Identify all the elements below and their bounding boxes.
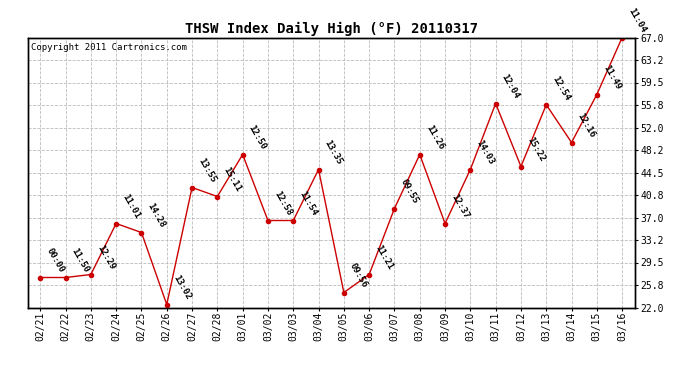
Text: Copyright 2011 Cartronics.com: Copyright 2011 Cartronics.com [30,43,186,52]
Text: 14:28: 14:28 [146,202,167,230]
Text: 09:55: 09:55 [399,178,420,206]
Text: 13:02: 13:02 [171,274,192,302]
Title: THSW Index Daily High (°F) 20110317: THSW Index Daily High (°F) 20110317 [185,22,477,36]
Text: 12:54: 12:54 [551,74,571,102]
Text: 11:04: 11:04 [627,7,647,35]
Text: 14:03: 14:03 [475,139,495,167]
Text: 11:49: 11:49 [601,64,622,92]
Text: 12:29: 12:29 [95,244,116,272]
Text: 09:56: 09:56 [348,262,369,290]
Text: 12:04: 12:04 [500,73,521,101]
Text: 13:35: 13:35 [323,139,344,167]
Text: 11:50: 11:50 [70,247,91,275]
Text: 11:54: 11:54 [297,190,319,218]
Text: 13:55: 13:55 [196,157,217,185]
Text: 12:50: 12:50 [247,124,268,152]
Text: 12:16: 12:16 [575,112,597,140]
Text: 12:37: 12:37 [449,193,471,221]
Text: 11:21: 11:21 [373,244,395,272]
Text: 11:26: 11:26 [424,124,445,152]
Text: 12:58: 12:58 [272,190,293,218]
Text: 15:22: 15:22 [525,136,546,164]
Text: 15:11: 15:11 [221,166,243,194]
Text: 00:00: 00:00 [44,247,66,275]
Text: 11:01: 11:01 [120,193,141,221]
